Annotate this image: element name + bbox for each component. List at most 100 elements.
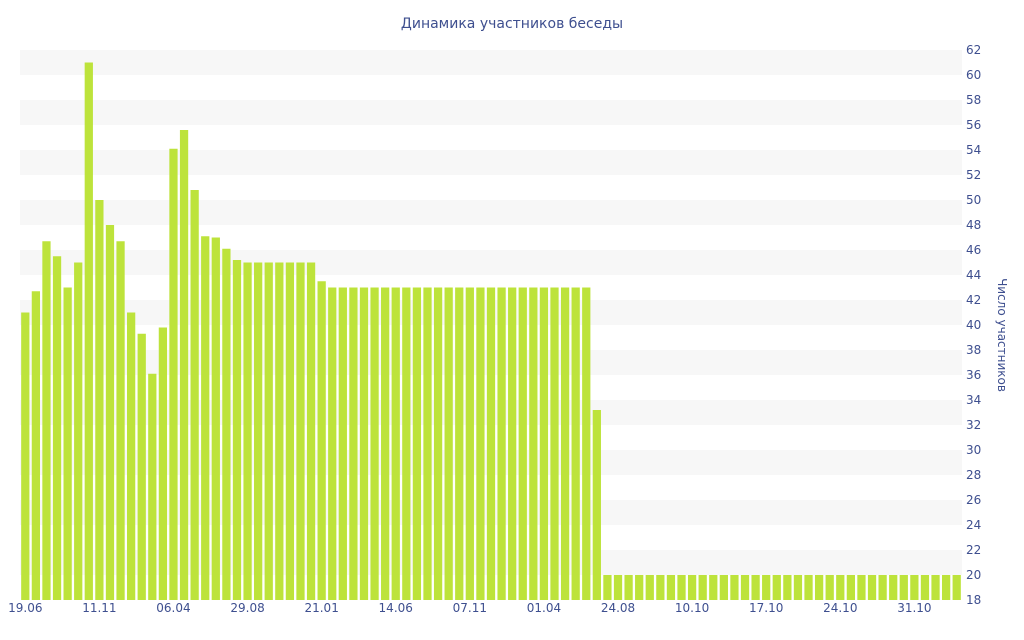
x-tick-label: 14.06 [379, 601, 413, 615]
bar [518, 287, 527, 600]
y-tick-label: 38 [966, 343, 981, 357]
bar [158, 327, 168, 600]
y-tick-label: 28 [966, 468, 981, 482]
bar [349, 287, 358, 600]
y-axis-label: Число участников [995, 278, 1009, 392]
x-tick-label: 01.04 [527, 601, 561, 615]
bar [21, 312, 30, 600]
bar [74, 262, 83, 600]
bar [222, 248, 231, 600]
y-tick-label: 62 [966, 43, 981, 57]
y-tick-label: 20 [966, 568, 981, 582]
bar [878, 575, 887, 600]
y-tick-label: 58 [966, 93, 981, 107]
bar [370, 287, 379, 600]
bar [317, 281, 326, 600]
bar [412, 287, 422, 600]
bar [762, 575, 771, 600]
bar [719, 575, 728, 600]
grid-band [20, 50, 962, 75]
y-tick-label: 32 [966, 418, 981, 432]
bar [889, 575, 898, 600]
y-tick-label: 26 [966, 493, 981, 507]
bar [31, 291, 41, 600]
x-tick-label: 10.10 [675, 601, 709, 615]
bar [613, 575, 623, 600]
bar [137, 333, 146, 600]
bar [751, 575, 760, 600]
bar [656, 575, 665, 600]
x-tick-label: 29.08 [230, 601, 264, 615]
bar [698, 575, 707, 600]
bar [306, 262, 316, 600]
bar [677, 575, 686, 600]
bar [645, 575, 654, 600]
bar [952, 575, 961, 600]
x-tick-label: 11.11 [82, 601, 116, 615]
bar [465, 287, 474, 600]
y-tick-label: 40 [966, 318, 981, 332]
bar [42, 241, 51, 600]
bar [508, 287, 517, 600]
y-tick-label: 42 [966, 293, 981, 307]
bar [931, 575, 940, 600]
bar [444, 287, 453, 600]
bar [857, 575, 866, 600]
bar [846, 575, 855, 600]
bar [402, 287, 411, 600]
bar [730, 575, 739, 600]
bar [455, 287, 464, 600]
bar [423, 287, 432, 600]
bar [666, 575, 676, 600]
bar [603, 575, 612, 600]
bar [941, 575, 951, 600]
chart-title: Динамика участников беседы [401, 16, 623, 32]
y-tick-label: 50 [966, 193, 981, 207]
bar [391, 287, 400, 600]
bar [264, 262, 273, 600]
bar [254, 262, 263, 600]
y-tick-label: 18 [966, 593, 981, 607]
bar [497, 287, 506, 600]
x-tick-label: 17.10 [749, 601, 783, 615]
y-tick-label: 30 [966, 443, 981, 457]
grid-band [20, 200, 962, 225]
bar [899, 575, 908, 600]
x-tick-label: 31.10 [897, 601, 931, 615]
bar [529, 287, 538, 600]
bar [772, 575, 781, 600]
bar [476, 287, 485, 600]
x-tick-label: 07.11 [453, 601, 487, 615]
bar [624, 575, 633, 600]
bar [539, 287, 549, 600]
bar [687, 575, 697, 600]
bar [328, 287, 337, 600]
bar [867, 575, 877, 600]
bar [709, 575, 718, 600]
bar [836, 575, 845, 600]
bar [275, 262, 284, 600]
bar [201, 236, 210, 600]
y-tick-label: 60 [966, 68, 981, 82]
bar [560, 287, 570, 600]
bar [296, 262, 305, 600]
bars [21, 62, 961, 600]
x-tick-label: 21.01 [304, 601, 338, 615]
bar [285, 262, 295, 600]
x-axis-ticks: 19.06 11.11 06.04 29.08 21.01 14.06 07.11 01.04… [8, 601, 931, 615]
bar [190, 190, 199, 600]
bar [338, 287, 347, 600]
y-tick-label: 46 [966, 243, 981, 257]
y-axis-ticks: 18 20 22 24 26 28 30 32 34 36 38 40 42 44 46 48 50 52 54 56… [966, 43, 981, 607]
bar [486, 287, 496, 600]
bar [127, 312, 136, 600]
bar [95, 200, 104, 600]
bar [804, 575, 813, 600]
bar [116, 241, 125, 600]
bar [571, 287, 580, 600]
grid-band [20, 250, 962, 275]
bar [232, 260, 242, 600]
x-tick-label: 06.04 [156, 601, 190, 615]
